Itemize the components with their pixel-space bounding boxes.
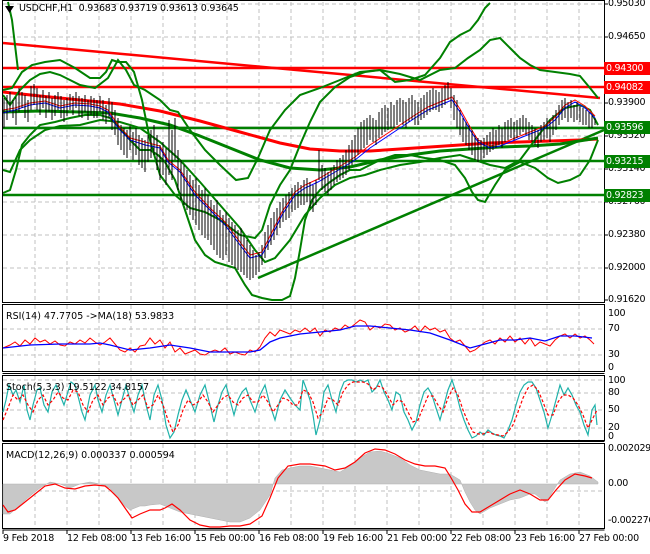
time-label: 13 Feb 16:00 — [131, 533, 191, 544]
stoch-tick: 50 — [608, 404, 620, 415]
rsi-label: RSI(14) 47.7705 ->MA(18) 53.9833 — [6, 311, 174, 322]
fast-ma-blue — [2, 99, 596, 259]
main-panel-border — [2, 0, 605, 303]
macd-tick: 0.00 — [608, 478, 628, 489]
price-axis-ticks — [604, 3, 608, 301]
time-label: 9 Feb 2018 — [3, 533, 55, 544]
stoch-tick: 20 — [608, 422, 620, 433]
moving-average-red — [2, 90, 599, 153]
symbol-name: USDCHF,H1 — [19, 3, 73, 14]
macd-tick: -0.002276 — [608, 515, 650, 526]
macd-tick: 0.002029 — [608, 443, 650, 454]
stoch-tick: 100 — [608, 375, 626, 386]
price-tick: 0.93900 — [608, 97, 646, 108]
main-price-panel — [2, 0, 605, 303]
time-axis-ticks — [2, 529, 605, 534]
stoch-panel: Stoch(5,3,3) 19.5122 34.8157 — [2, 373, 605, 441]
stoch-tick: 80 — [608, 387, 620, 398]
time-label: 27 Feb 00:00 — [579, 533, 639, 544]
stoch-label: Stoch(5,3,3) 19.5122 34.8157 — [6, 382, 149, 393]
price-tick: 0.93140 — [608, 163, 646, 174]
price-tag-support: 0.92823 — [604, 189, 650, 202]
macd-label: MACD(12,26,9) 0.000337 0.000594 — [6, 450, 175, 461]
price-tick: 0.94650 — [608, 31, 646, 42]
time-label: 23 Feb 16:00 — [515, 533, 575, 544]
stoch-k-line — [2, 378, 598, 440]
time-label: 19 Feb 16:00 — [323, 533, 383, 544]
rsi-tick: 30 — [608, 349, 620, 360]
time-label: 15 Feb 00:00 — [195, 533, 255, 544]
fast-ma-red — [2, 96, 596, 256]
price-tick: 0.92380 — [608, 229, 646, 240]
stoch-d-line — [2, 381, 598, 437]
close-price: 0.93645 — [200, 3, 239, 14]
stoch-tick: 0 — [608, 431, 614, 442]
price-tag-support: 0.93596 — [604, 121, 650, 134]
price-tag-resistance: 0.94082 — [604, 81, 650, 94]
time-label: 12 Feb 08:00 — [67, 533, 127, 544]
open-price: 0.93683 — [78, 3, 117, 14]
price-bars — [3, 82, 596, 280]
chart-menu-triangle-icon[interactable] — [5, 6, 14, 13]
ascending-trendline[interactable] — [257, 128, 605, 280]
low-price: 0.93613 — [160, 3, 198, 14]
bollinger-upper-2 — [2, 36, 599, 182]
descending-trendline[interactable] — [2, 41, 601, 100]
rsi-line — [2, 319, 595, 356]
price-tag-support: 0.93215 — [604, 155, 650, 168]
macd-panel: MACD(12,26,9) 0.000337 0.000594 — [2, 441, 605, 529]
time-label: 21 Feb 00:00 — [387, 533, 447, 544]
bollinger-lower-2 — [2, 103, 599, 264]
macd-signal-line — [2, 448, 593, 528]
rsi-tick: 0 — [608, 362, 614, 373]
time-label: 16 Feb 08:00 — [259, 533, 319, 544]
price-tick: 0.93520 — [608, 130, 646, 141]
high-price: 0.93719 — [119, 3, 158, 14]
symbol-header: USDCHF,H1 0.93683 0.93719 0.93613 0.9364… — [19, 3, 239, 14]
rsi-panel: RSI(14) 47.7705 ->MA(18) 53.9833 — [2, 304, 605, 372]
bollinger-upper — [2, 2, 491, 240]
macd-histogram — [2, 450, 599, 523]
rsi-tick: 70 — [608, 323, 620, 334]
price-tag-resistance: 0.94300 — [604, 62, 650, 75]
time-label: 22 Feb 08:00 — [451, 533, 511, 544]
rsi-ma-line — [2, 325, 593, 353]
rsi-tick: 100 — [608, 308, 626, 319]
price-tick: 0.91620 — [608, 294, 646, 305]
price-tick: 0.95030 — [608, 0, 646, 9]
bollinger-lower — [2, 114, 599, 301]
price-tick: 0.92000 — [608, 262, 646, 273]
